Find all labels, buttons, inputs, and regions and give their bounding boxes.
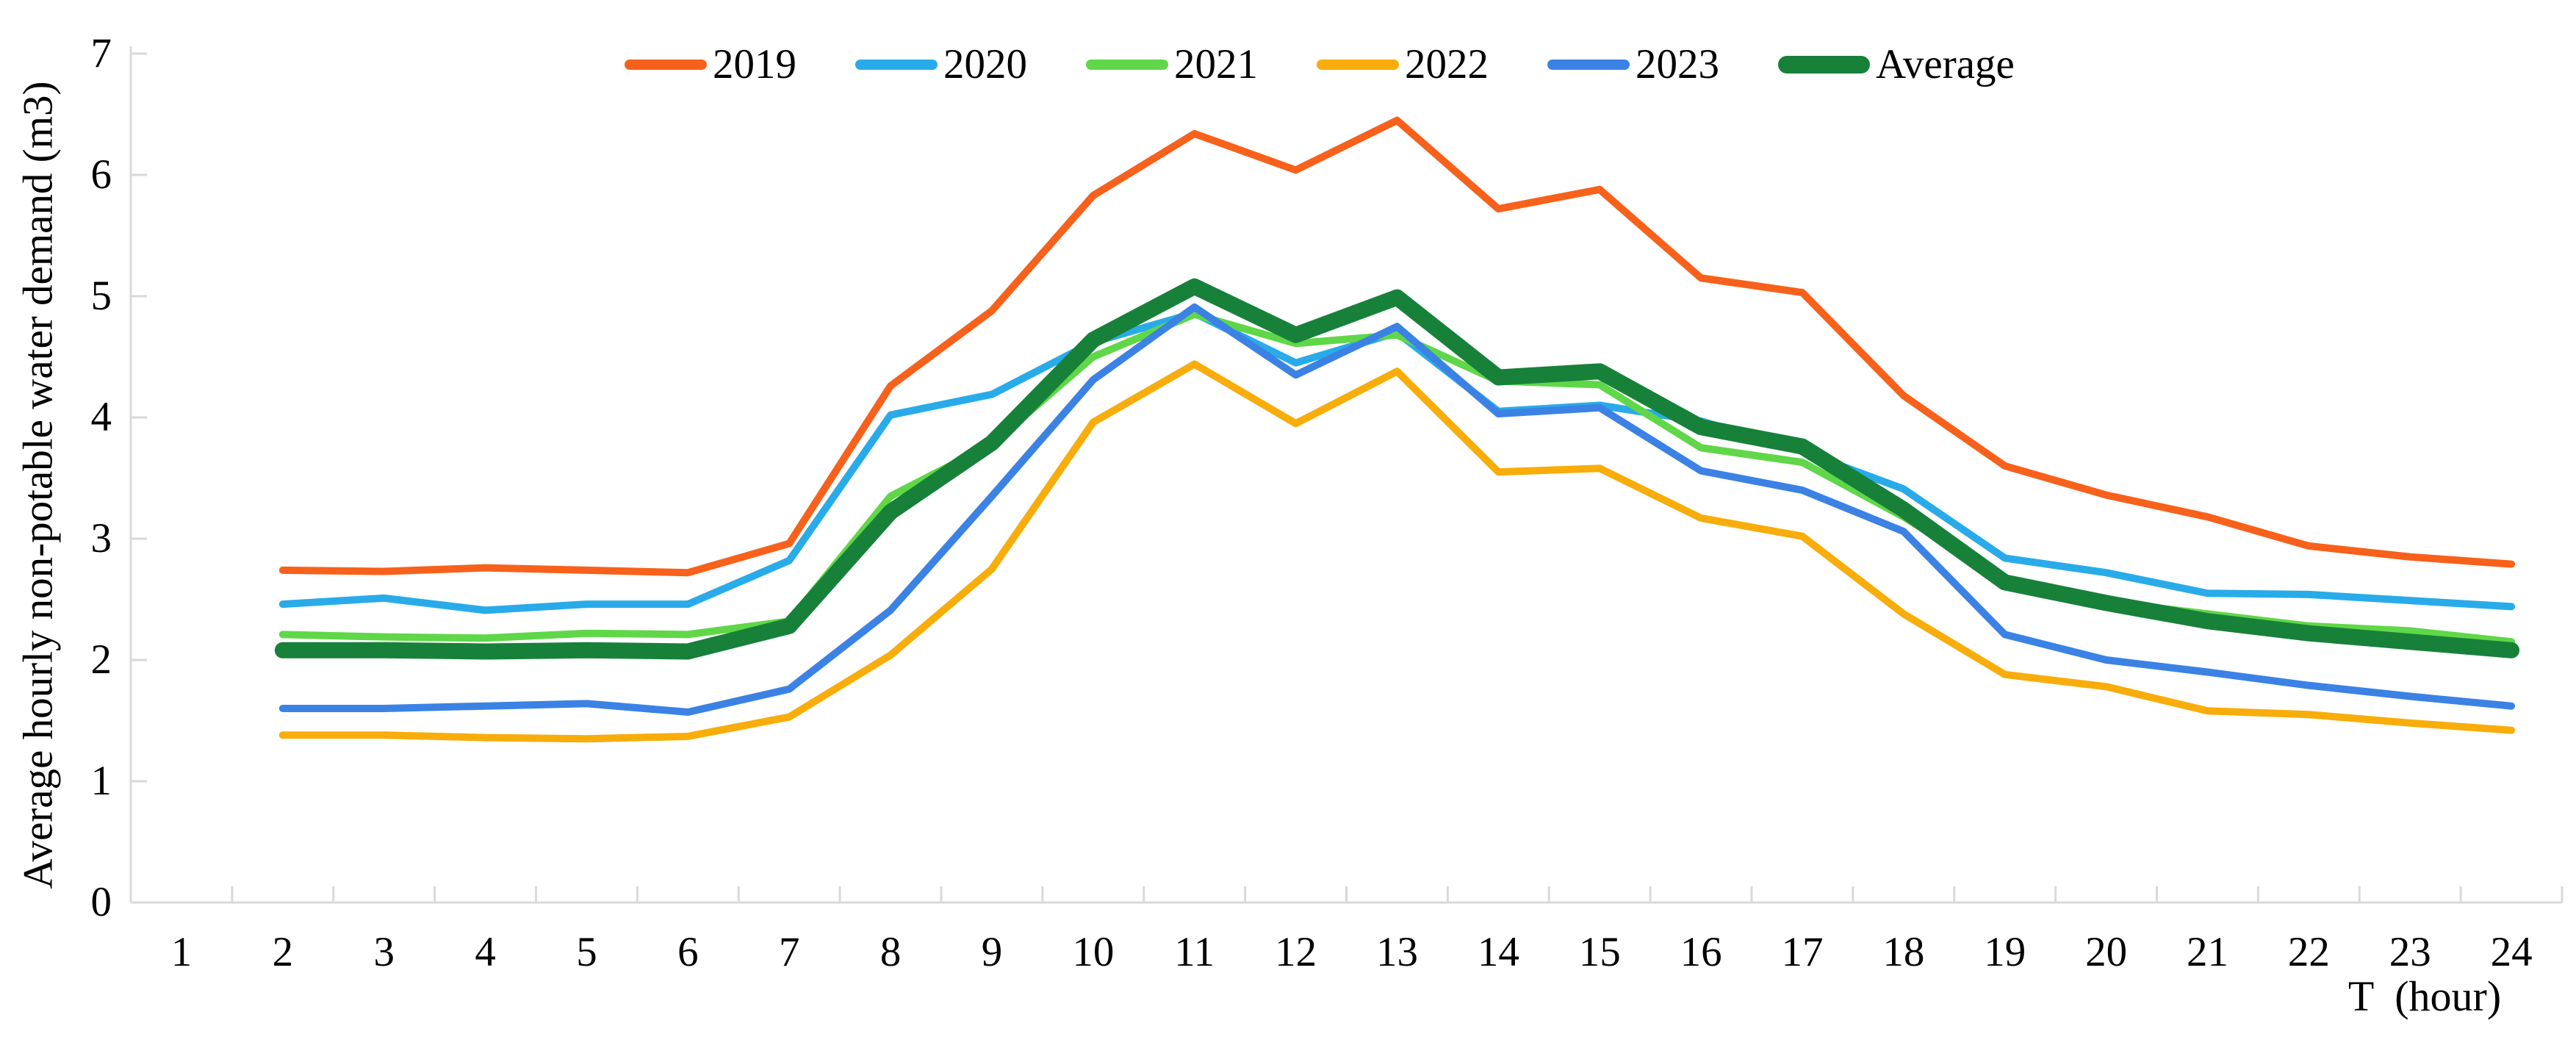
legend-item-2020: 2020 <box>855 39 1027 90</box>
legend-item-2023: 2023 <box>1547 39 1719 90</box>
legend: 2019 2020 2021 2022 2023 Average <box>625 32 2015 97</box>
legend-label-2023: 2023 <box>1636 41 1719 87</box>
y-tick-label-0: 0 <box>90 879 112 925</box>
x-tick-label-19: 19 <box>1984 929 2026 975</box>
x-tick-label-2: 2 <box>272 929 294 975</box>
x-tick-label-18: 18 <box>1882 929 1925 975</box>
y-tick-label-2: 2 <box>90 636 112 683</box>
x-tick-label-21: 21 <box>2186 929 2228 975</box>
x-tick-label-9: 9 <box>981 929 1003 975</box>
x-axis-title: T (hour) <box>2347 972 2502 1020</box>
series-line-2020 <box>278 309 2516 614</box>
x-tick-label-13: 13 <box>1375 929 1418 975</box>
x-tick-label-23: 23 <box>2389 929 2431 975</box>
legend-item-2021: 2021 <box>1086 39 1258 90</box>
legend-swatch-average <box>1778 56 1870 73</box>
x-tick-label-4: 4 <box>475 929 496 975</box>
legend-item-average: Average <box>1778 39 2015 90</box>
x-tick-label-12: 12 <box>1275 929 1317 975</box>
x-tick-label-22: 22 <box>2287 929 2330 975</box>
series-line-2021 <box>278 310 2516 646</box>
legend-label-average: Average <box>1876 41 2015 87</box>
x-tick-label-16: 16 <box>1680 929 1722 975</box>
legend-label-2020: 2020 <box>943 41 1027 87</box>
y-tick-label-4: 4 <box>90 394 112 440</box>
legend-item-2019: 2019 <box>625 39 796 90</box>
x-tick-label-6: 6 <box>677 929 699 975</box>
x-tick-label-15: 15 <box>1578 929 1621 975</box>
x-tick-label-20: 20 <box>2085 929 2128 975</box>
series-line-average <box>274 278 2520 660</box>
y-tick-label-3: 3 <box>90 515 112 561</box>
x-tick-label-14: 14 <box>1477 929 1519 975</box>
x-tick-label-7: 7 <box>778 929 800 975</box>
x-tick-label-17: 17 <box>1781 929 1824 975</box>
legend-label-2019: 2019 <box>713 41 796 87</box>
legend-swatch-2020 <box>855 60 938 70</box>
x-tick-label-1: 1 <box>170 929 193 975</box>
legend-label-2022: 2022 <box>1405 41 1489 87</box>
series-line-2022 <box>278 360 2516 743</box>
legend-item-2022: 2022 <box>1317 39 1489 90</box>
series-line-2019 <box>278 116 2516 577</box>
legend-swatch-2022 <box>1317 60 1399 70</box>
x-tick-label-24: 24 <box>2490 929 2533 975</box>
legend-swatch-2019 <box>625 60 707 70</box>
series-line-2023 <box>278 303 2516 716</box>
y-tick-label-7: 7 <box>90 30 112 76</box>
legend-label-2021: 2021 <box>1174 41 1258 87</box>
x-tick-label-11: 11 <box>1174 929 1215 975</box>
x-tick-label-5: 5 <box>576 929 597 975</box>
y-tick-label-5: 5 <box>90 273 112 319</box>
x-tick-label-10: 10 <box>1072 929 1115 975</box>
legend-swatch-2023 <box>1547 60 1630 70</box>
x-tick-label-8: 8 <box>879 929 902 975</box>
x-tick-label-3: 3 <box>373 929 395 975</box>
y-tick-label-6: 6 <box>90 151 112 198</box>
legend-swatch-2021 <box>1086 60 1168 70</box>
y-tick-label-1: 1 <box>90 758 112 804</box>
